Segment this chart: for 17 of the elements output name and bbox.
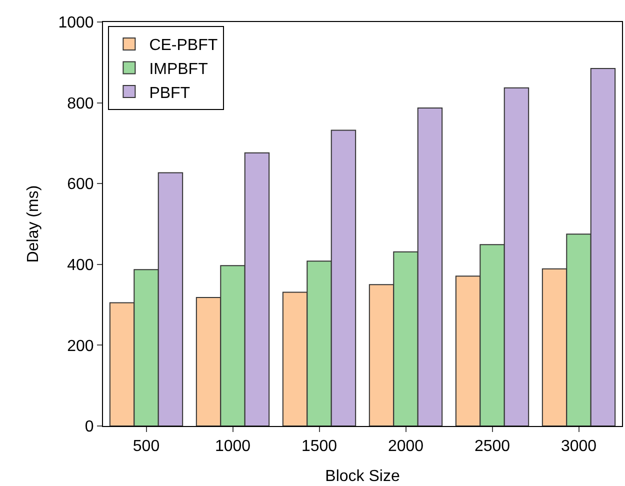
y-tick-label: 200	[67, 338, 94, 355]
x-tick-label: 500	[132, 438, 160, 456]
y-tick-label: 1000	[58, 14, 94, 32]
y-tick-label: 600	[67, 176, 94, 194]
x-tick-label: 2500	[474, 438, 510, 456]
y-tick-label: 800	[67, 95, 94, 112]
x-tick-label: 3000	[560, 438, 597, 456]
x-axis-title: Block Size	[325, 468, 400, 485]
legend-label: PBFT	[149, 84, 190, 102]
x-tick-label: 1500	[301, 438, 338, 456]
legend-label: CE-PBFT	[149, 37, 218, 54]
y-axis-title: Delay (ms)	[25, 185, 42, 263]
x-tick-label: 2000	[388, 438, 424, 456]
legend-label: IMPBFT	[149, 60, 208, 78]
y-tick-label: 0	[84, 418, 94, 436]
x-tick-label: 1000	[214, 438, 251, 456]
y-tick-label: 400	[67, 257, 94, 274]
